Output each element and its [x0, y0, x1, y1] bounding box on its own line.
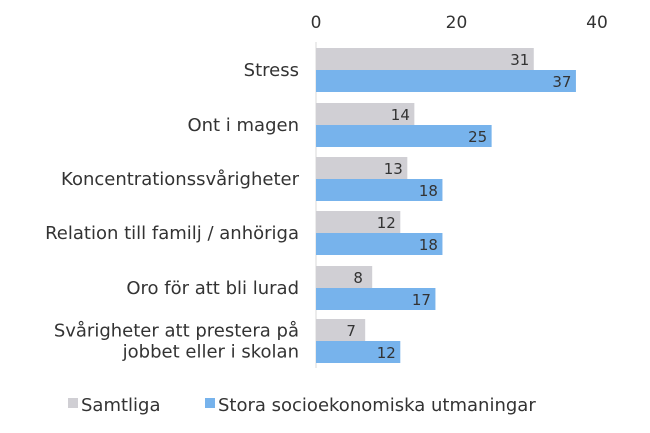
category-label: Relation till familj / anhöriga: [45, 223, 299, 244]
bar: [316, 233, 443, 255]
data-label: 12: [377, 214, 396, 232]
legend-label: Samtliga: [81, 395, 161, 416]
x-axis-ticks: 0 20 40: [311, 13, 608, 33]
bar: [316, 48, 534, 70]
bar: [316, 211, 401, 233]
category-labels: Stress Ont i magen Koncentrationssvårighet…: [45, 60, 300, 363]
bar: [316, 341, 401, 363]
bar: [316, 103, 415, 125]
data-label: 12: [377, 344, 396, 362]
data-label: 13: [384, 160, 403, 178]
data-label: 37: [552, 73, 571, 91]
bar: [316, 319, 366, 341]
data-label: 7: [346, 322, 356, 340]
bar: [316, 288, 436, 310]
category-label: jobbet eller i skolan: [122, 342, 299, 363]
data-label: 8: [353, 269, 363, 287]
x-tick-label: 40: [586, 13, 608, 33]
bar: [316, 266, 373, 288]
data-label: 31: [510, 51, 529, 69]
legend-swatch: [205, 398, 215, 408]
category-label: Svårigheter att prestera på: [54, 321, 299, 342]
category-label: Oro för att bli lurad: [126, 278, 299, 299]
bar: [316, 70, 576, 92]
category-label: Ont i magen: [187, 115, 299, 136]
data-label: 18: [419, 236, 438, 254]
legend-swatch: [68, 398, 78, 408]
x-tick-label: 0: [311, 13, 322, 33]
category-label: Stress: [244, 60, 299, 81]
data-label: 17: [412, 291, 431, 309]
x-tick-label: 20: [446, 13, 468, 33]
bar: [316, 179, 443, 201]
category-label: Koncentrationssvårigheter: [61, 169, 300, 190]
bar: [316, 157, 408, 179]
data-label: 14: [391, 106, 410, 124]
data-label: 18: [419, 182, 438, 200]
legend: Samtliga Stora socioekonomiska utmaningar: [68, 395, 536, 416]
bar: [316, 125, 492, 147]
data-label: 25: [468, 128, 487, 146]
bars: 31 14 13 12 8 7 37 25 18 18 17 12: [316, 48, 576, 363]
legend-label: Stora socioekonomiska utmaningar: [218, 395, 536, 416]
